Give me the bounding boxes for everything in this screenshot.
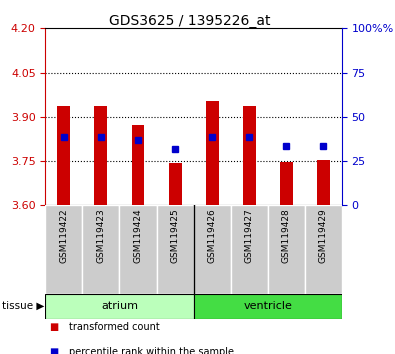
Text: transformed count: transformed count (69, 322, 160, 332)
Bar (305, 205, 342, 294)
Bar (45, 294, 194, 319)
Bar (317, 160, 330, 205)
Text: GSM119428: GSM119428 (282, 208, 291, 263)
Bar (156, 205, 194, 294)
Bar (57, 107, 70, 205)
Text: atrium: atrium (101, 301, 138, 311)
Text: GSM119429: GSM119429 (319, 208, 328, 263)
Bar (194, 294, 342, 319)
Text: ventricle: ventricle (243, 301, 292, 311)
Text: tissue ▶: tissue ▶ (2, 301, 44, 311)
Bar (194, 205, 231, 294)
Bar (132, 125, 145, 205)
Bar (169, 164, 182, 205)
Bar (205, 101, 218, 205)
Bar (243, 107, 256, 205)
Text: GSM119423: GSM119423 (96, 208, 105, 263)
Bar (83, 205, 120, 294)
Text: GSM119425: GSM119425 (171, 208, 180, 263)
Bar (45, 205, 83, 294)
Text: GDS3625 / 1395226_at: GDS3625 / 1395226_at (109, 14, 270, 28)
Text: ■: ■ (49, 347, 58, 354)
Text: GSM119422: GSM119422 (59, 208, 68, 263)
Bar (280, 162, 293, 205)
Bar (94, 107, 107, 205)
Text: ■: ■ (49, 322, 58, 332)
Text: percentile rank within the sample: percentile rank within the sample (69, 347, 234, 354)
Bar (268, 205, 305, 294)
Bar (120, 205, 156, 294)
Text: GSM119426: GSM119426 (207, 208, 216, 263)
Text: GSM119424: GSM119424 (134, 208, 143, 263)
Text: GSM119427: GSM119427 (245, 208, 254, 263)
Bar (231, 205, 268, 294)
